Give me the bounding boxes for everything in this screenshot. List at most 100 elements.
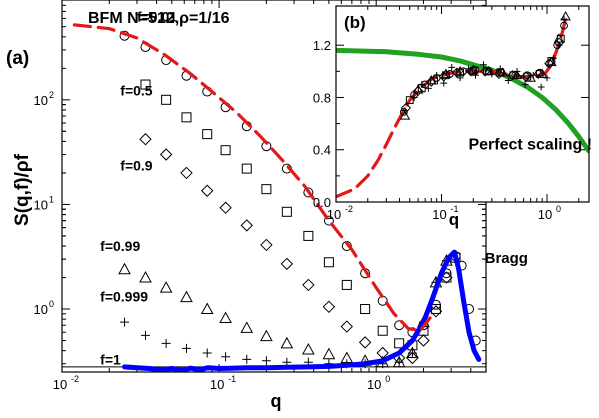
panel-a-series-f-0-5-point — [181, 112, 192, 123]
panel-a-series-f-1-point — [472, 349, 476, 353]
panel-a-series-f-1-point — [135, 366, 139, 370]
panel-a-series-f-0-9-point — [219, 201, 232, 214]
panel-b-x-tick-label: 10 — [538, 207, 552, 222]
panel-a-series-f-0-9-point — [240, 219, 253, 232]
panel-a-series-f-0-999-point — [181, 343, 191, 353]
panel-b-annotation-perfect-scaling: Perfect scaling ! — [468, 137, 592, 154]
panel-b-series-crosses-point — [472, 71, 479, 79]
panel-b-x-tick-label: 10 — [432, 207, 446, 222]
panel-b-series-diamonds-point — [480, 66, 491, 77]
panel-a-series-f-0-5-point — [281, 206, 292, 217]
panel-a-series-f-1-point — [447, 256, 451, 260]
panel-a-series-f-1-point — [363, 362, 367, 366]
panel-a-annotation-bragg: Bragg — [485, 250, 528, 267]
panel-a-series-f-0-5-point — [430, 304, 441, 315]
panel-a-series-f-0-9-point — [429, 305, 443, 318]
panel-b-series-triangles-point — [560, 11, 571, 21]
panel-a-series-f-0-9-point — [340, 320, 354, 333]
panel-a-series-f-0-5-point — [323, 257, 334, 268]
panel-a-y-tick-label: 10 — [34, 197, 48, 212]
panel-a-series-f-0-99-point — [260, 329, 273, 342]
figure-title: BFM N=512,ρ=1/16 — [88, 10, 230, 27]
panel-a-x-tick-label: 10 — [210, 377, 224, 392]
panel-a-series-label-f-0-99: f=0.99 — [100, 238, 140, 254]
panel-a-series-f-1-line — [122, 249, 482, 372]
panel-a-series-f-0-999-point — [120, 317, 130, 327]
panel-a-series-f-0-99-point — [159, 281, 173, 293]
panel-b-series-diamonds-point — [533, 68, 544, 80]
panel-a-series-f-1-point — [147, 366, 151, 371]
panel-a-series-f-0-999-point — [161, 338, 171, 348]
panel-a-series-f-0-5-point — [202, 129, 213, 140]
panel-a-series-f-1-point — [327, 364, 331, 368]
panel-a-series-f-0-5-point — [140, 79, 151, 90]
panel-a-series-f-1-point — [264, 366, 268, 370]
panel-a-series-f-1-point — [457, 267, 461, 271]
panel-b-y-tick-label: 0.0 — [313, 195, 331, 210]
panel-a-series-f-0-99-point — [280, 336, 294, 349]
panel-b-series-crosses-point — [440, 79, 448, 87]
panel-b-series-triangles-point — [399, 110, 411, 120]
panel-b-series-circles-point — [399, 107, 408, 116]
panel-b-series-crosses-point — [465, 65, 472, 73]
panel-a-y-tick-exponent: 2 — [49, 90, 54, 100]
panel-a-series-f-1-point — [477, 357, 481, 361]
panel-a-series-f-1-point — [345, 363, 349, 367]
panel-a-series-f-1-point — [397, 351, 401, 355]
panel-a-series-dashed-line — [72, 23, 432, 333]
panel-a-series-f-0-99-point — [200, 302, 214, 315]
panel-b-series — [336, 11, 589, 199]
panel-b-series-crosses-point — [550, 54, 557, 62]
panel-a-series-f-0-9-point — [302, 278, 315, 292]
panel-a-series-f-1-point — [467, 330, 471, 334]
panel-b-series-crosses-point — [418, 81, 426, 88]
panel-b-series-triangles-point — [511, 69, 523, 80]
panel-a-series-dashed-line-line — [72, 23, 432, 333]
panel-b-series-crosses-point — [555, 41, 563, 49]
panel-a-series-f-0-5-point — [377, 325, 388, 336]
panel-a-x-tick-exponent: -2 — [71, 374, 79, 384]
panel-b-series-crosses-point — [448, 64, 456, 71]
panel-b-series-crosses-point — [424, 84, 432, 92]
panel-b-series-crosses-point — [504, 77, 512, 84]
panel-a-series-f-0-999-point — [221, 352, 231, 362]
panel-b-series-crosses-point — [513, 67, 521, 75]
panel-a-y-tick-label: 10 — [34, 302, 48, 317]
panel-b-series-crosses-point — [456, 74, 464, 82]
panel-a-series-f-0-5 — [140, 79, 461, 351]
panel-a-series-f-0-01-point — [303, 187, 314, 198]
panel-a-series-f-0-99-point — [302, 342, 315, 355]
panel-a-series-f-1-point — [229, 366, 234, 370]
panel-a-series-f-0-999-point — [202, 348, 212, 358]
panel-a-series-f-0-5-point — [161, 94, 172, 105]
panel-a-series-f-1-point — [245, 366, 249, 370]
panel-a-series-f-1-point — [410, 338, 414, 343]
panel-a-series-f-1-point — [431, 295, 435, 299]
panel-a-series-f-0-5-point — [261, 184, 272, 195]
panel-a-series-f-0-9-point — [280, 257, 294, 271]
panel-a-series-f-0-99-point — [322, 347, 336, 360]
panel-a-series-f-1-point — [452, 250, 457, 254]
panel-a-ylabel: S(q,f)/ρf — [12, 153, 33, 226]
panel-b-x-tick-exponent: -1 — [451, 204, 459, 214]
panel-b-y-tick-label: 0.4 — [313, 143, 331, 158]
panel-a-series-f-0-9-point — [260, 238, 273, 252]
panel-a-series-label-f-1: f=1 — [100, 351, 121, 367]
panel-a-series-f-0-999-point — [407, 348, 417, 358]
panel-a-series-f-1-point — [180, 368, 184, 372]
panel-a-xlabel: q — [271, 391, 282, 411]
panel-a-series-f-0-5-point — [241, 163, 252, 174]
panel-b-series-diamonds-point — [544, 58, 555, 69]
panel-a-series-f-0-99-point — [219, 311, 232, 324]
panel-a-series — [62, 23, 486, 372]
panel-a-series-label-f-0-999: f=0.999 — [100, 289, 148, 305]
panel-b-series-triangles-point — [440, 68, 452, 78]
panel-b-series-squares-point — [405, 96, 414, 104]
panel-a-series-f-1-point — [159, 368, 164, 372]
panel-a-series-f-1-point — [461, 299, 466, 303]
panel-a-x-tick-label: 10 — [53, 377, 67, 392]
panel-a-series-f-1-point — [306, 365, 310, 369]
panel-a-series-label-f-0-9: f=0.9 — [120, 158, 153, 174]
panel-a-series-f-1-point — [170, 366, 174, 371]
